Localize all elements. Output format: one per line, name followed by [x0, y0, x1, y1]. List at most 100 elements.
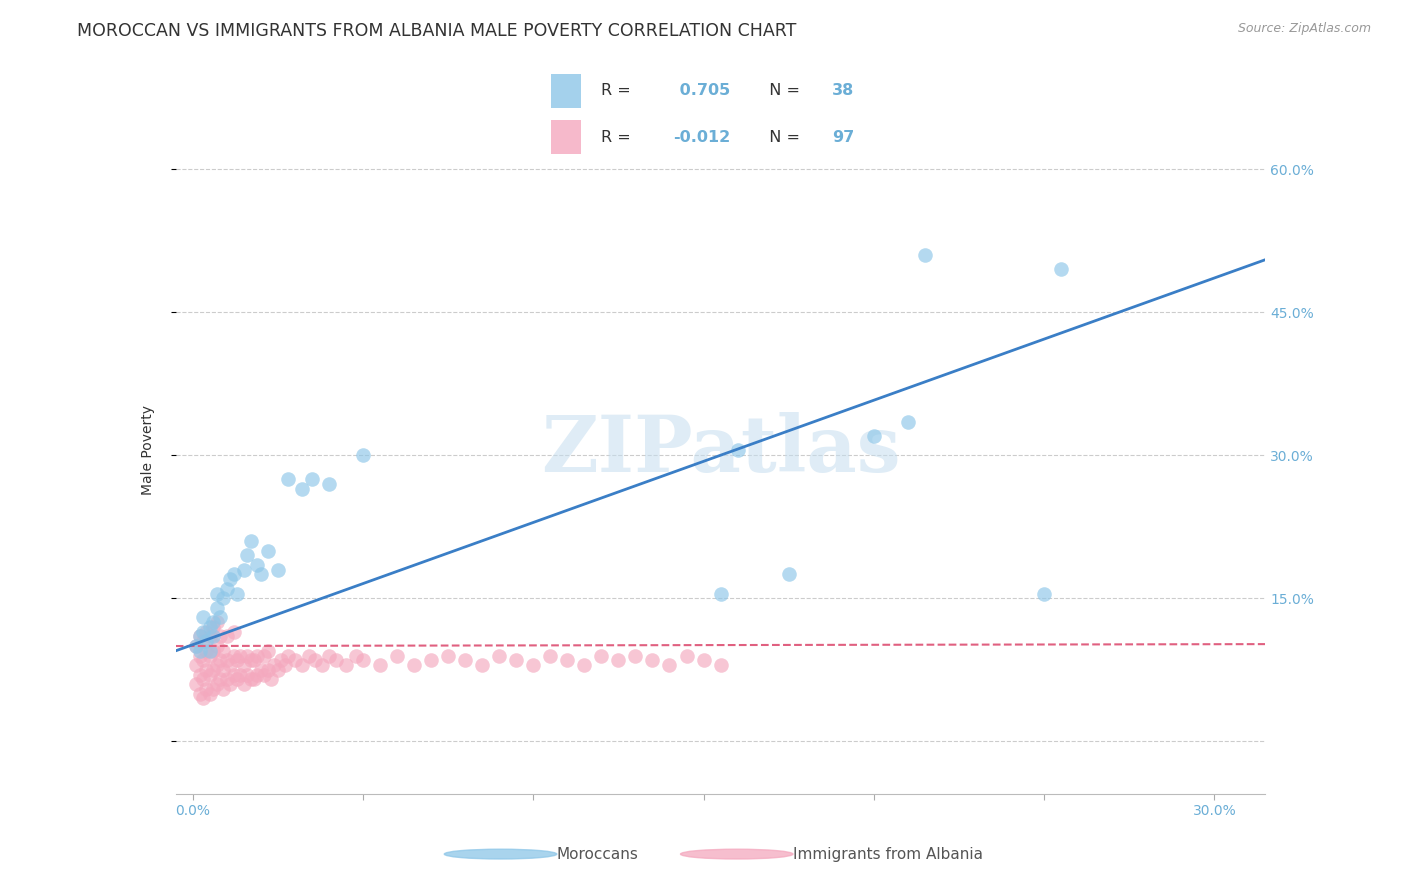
Point: [202, 620, 225, 634]
Point: [212, 663, 235, 677]
Point: [208, 610, 231, 624]
Point: [222, 567, 245, 582]
Point: [186, 658, 208, 673]
Point: [778, 567, 800, 582]
Point: [215, 630, 238, 644]
Point: [191, 610, 214, 624]
Point: [318, 476, 340, 491]
Point: [267, 563, 290, 577]
Point: [352, 448, 374, 462]
Text: R =: R =: [600, 83, 636, 98]
Point: [219, 677, 242, 691]
Point: [538, 648, 561, 663]
Text: Immigrants from Albania: Immigrants from Albania: [793, 847, 983, 862]
Point: [239, 534, 262, 549]
Point: [195, 624, 218, 639]
Point: [607, 653, 630, 667]
Point: [727, 443, 749, 458]
Point: [191, 691, 214, 706]
Point: [205, 615, 228, 630]
Point: [202, 644, 225, 658]
Point: [914, 248, 936, 262]
Point: [232, 677, 254, 691]
Point: [195, 663, 218, 677]
Point: [191, 634, 214, 648]
Text: N =: N =: [759, 83, 806, 98]
Point: [277, 472, 299, 486]
Point: [236, 667, 259, 681]
Point: [236, 648, 259, 663]
Circle shape: [681, 849, 793, 859]
Point: [202, 630, 225, 644]
Point: [195, 681, 218, 696]
Point: [385, 648, 408, 663]
Point: [239, 673, 262, 687]
Point: [222, 667, 245, 681]
Point: [205, 658, 228, 673]
Point: [250, 567, 273, 582]
Point: [253, 648, 276, 663]
Text: 97: 97: [832, 129, 855, 145]
Point: [188, 644, 211, 658]
Point: [311, 658, 333, 673]
Text: 0.705: 0.705: [673, 83, 730, 98]
Point: [195, 644, 218, 658]
Point: [710, 586, 733, 600]
Point: [274, 658, 297, 673]
Point: [246, 558, 269, 572]
Point: [692, 653, 714, 667]
Point: [270, 653, 292, 667]
Point: [897, 415, 920, 429]
Point: [232, 658, 254, 673]
Point: [297, 648, 319, 663]
Point: [325, 653, 347, 667]
Circle shape: [444, 849, 557, 859]
Point: [624, 648, 647, 663]
Point: [188, 648, 211, 663]
Point: [212, 644, 235, 658]
Point: [226, 586, 249, 600]
Point: [219, 572, 242, 586]
Point: [267, 663, 290, 677]
Point: [488, 648, 510, 663]
Point: [246, 667, 269, 681]
Text: ZIPatlas: ZIPatlas: [541, 412, 900, 489]
Text: 38: 38: [832, 83, 855, 98]
Point: [1050, 262, 1073, 277]
Point: [205, 639, 228, 653]
Point: [188, 630, 211, 644]
Point: [437, 648, 460, 663]
Text: Source: ZipAtlas.com: Source: ZipAtlas.com: [1237, 22, 1371, 36]
Point: [335, 658, 357, 673]
Point: [226, 673, 249, 687]
Point: [188, 667, 211, 681]
Point: [710, 658, 733, 673]
FancyBboxPatch shape: [551, 74, 581, 108]
Point: [505, 653, 527, 667]
Point: [191, 624, 214, 639]
Point: [256, 644, 278, 658]
Point: [208, 653, 231, 667]
Point: [368, 658, 391, 673]
Point: [222, 648, 245, 663]
Point: [291, 658, 314, 673]
Point: [291, 482, 314, 496]
Point: [246, 648, 269, 663]
Point: [198, 644, 221, 658]
Point: [591, 648, 613, 663]
Point: [256, 543, 278, 558]
Point: [641, 653, 664, 667]
Point: [658, 658, 681, 673]
Point: [205, 600, 228, 615]
Point: [215, 653, 238, 667]
Point: [202, 681, 225, 696]
Point: [420, 653, 443, 667]
Point: [208, 673, 231, 687]
Point: [284, 653, 307, 667]
Point: [198, 630, 221, 644]
Point: [191, 653, 214, 667]
Point: [186, 639, 208, 653]
Point: [236, 549, 259, 563]
Point: [301, 472, 323, 486]
Point: [208, 630, 231, 644]
